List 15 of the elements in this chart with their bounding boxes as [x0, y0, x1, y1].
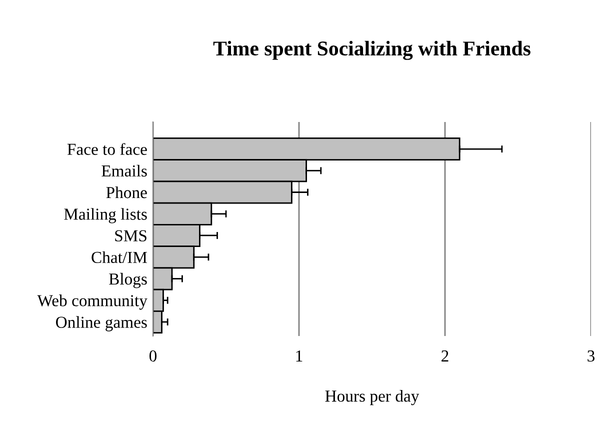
y-tick-label: Web community — [37, 294, 148, 310]
x-tick-label: 1 — [296, 350, 302, 362]
chart-title: Time spent Socializing with Friends — [213, 40, 530, 60]
y-tick-label: SMS — [115, 230, 146, 242]
y-tick-label: Online games — [56, 316, 147, 332]
y-tick-label: Face to face — [67, 143, 147, 155]
y-tick-label: Mailing lists — [64, 208, 147, 224]
y-tick-label: Phone — [106, 186, 147, 198]
x-tick-label: 3 — [588, 350, 595, 362]
y-tick-label: Emails — [102, 164, 147, 177]
x-axis-title: Hours per day — [325, 390, 420, 406]
x-tick-label: 0 — [149, 350, 157, 362]
x-tick-label: 2 — [442, 350, 448, 362]
y-tick-label: Blogs — [109, 272, 147, 288]
y-tick-label: Chat/IM — [92, 251, 147, 264]
